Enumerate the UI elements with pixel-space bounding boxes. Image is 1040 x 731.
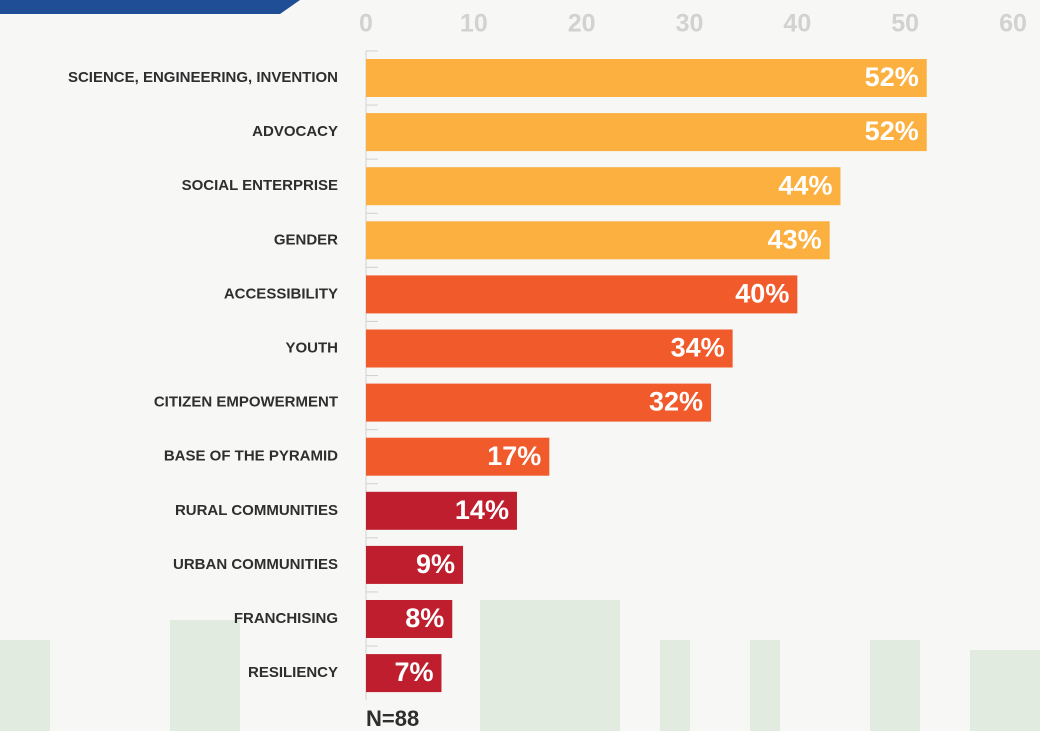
category-label: ADVOCACY bbox=[252, 123, 338, 140]
bar bbox=[366, 491, 517, 530]
value-label: 7% bbox=[394, 657, 433, 687]
category-label: RURAL COMMUNITIES bbox=[175, 502, 338, 519]
category-label: GENDER bbox=[274, 231, 338, 248]
value-label: 17% bbox=[487, 441, 541, 471]
x-tick-label: 60 bbox=[999, 10, 1027, 38]
category-label: BASE OF THE PYRAMID bbox=[164, 448, 338, 465]
bar bbox=[366, 113, 927, 152]
x-tick-label: 10 bbox=[460, 10, 488, 38]
value-label: 9% bbox=[416, 549, 455, 579]
category-label: SOCIAL ENTERPRISE bbox=[182, 177, 338, 194]
value-label: 52% bbox=[865, 62, 919, 92]
x-tick-label: 0 bbox=[359, 10, 373, 38]
bar bbox=[366, 437, 550, 476]
value-label: 52% bbox=[865, 116, 919, 146]
x-tick-label: 20 bbox=[568, 10, 596, 38]
bar bbox=[366, 329, 733, 368]
category-label: FRANCHISING bbox=[234, 610, 338, 627]
category-label: CITIZEN EMPOWERMENT bbox=[154, 394, 338, 411]
value-label: 44% bbox=[778, 170, 832, 200]
value-label: 14% bbox=[455, 495, 509, 525]
bar bbox=[366, 221, 830, 260]
value-label: 8% bbox=[405, 603, 444, 633]
value-label: 32% bbox=[649, 387, 703, 417]
category-label: YOUTH bbox=[286, 339, 339, 356]
value-label: 34% bbox=[671, 333, 725, 363]
category-label: SCIENCE, ENGINEERING, INVENTION bbox=[68, 69, 338, 86]
bar bbox=[366, 654, 442, 693]
bar bbox=[366, 545, 464, 584]
value-label: 40% bbox=[735, 279, 789, 309]
x-tick-label: 30 bbox=[676, 10, 704, 38]
category-label: RESILIENCY bbox=[248, 664, 338, 681]
bar bbox=[366, 600, 453, 638]
bar bbox=[366, 167, 841, 206]
background-skyline bbox=[0, 600, 1040, 731]
value-label: 43% bbox=[768, 224, 822, 254]
x-tick-label: 50 bbox=[891, 10, 919, 38]
category-label: URBAN COMMUNITIES bbox=[173, 556, 338, 573]
header-banner bbox=[0, 0, 300, 14]
bar bbox=[366, 275, 798, 314]
bar bbox=[366, 383, 712, 422]
x-tick-label: 40 bbox=[783, 10, 811, 38]
category-label: ACCESSIBILITY bbox=[224, 285, 338, 302]
sample-size: N=88 bbox=[366, 706, 419, 731]
bar bbox=[366, 59, 927, 97]
